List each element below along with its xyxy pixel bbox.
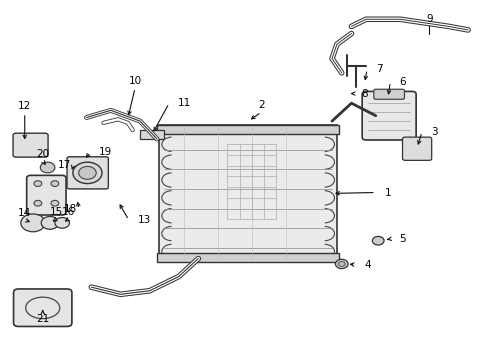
Text: 2: 2 [258,100,264,110]
FancyBboxPatch shape [14,289,72,327]
FancyBboxPatch shape [13,133,48,157]
FancyBboxPatch shape [67,157,108,189]
Bar [159,125,336,262]
Text: 12: 12 [18,101,31,111]
Text: 6: 6 [398,77,405,87]
Circle shape [34,201,41,206]
Circle shape [335,259,347,269]
FancyBboxPatch shape [27,175,66,215]
Text: 19: 19 [99,147,112,157]
Text: 18: 18 [63,204,77,214]
Bar [140,130,164,139]
Text: 16: 16 [62,207,75,217]
Text: 21: 21 [36,314,49,324]
Text: 13: 13 [137,215,150,225]
Circle shape [51,181,59,186]
FancyBboxPatch shape [373,89,404,99]
Text: 15: 15 [50,207,63,217]
Circle shape [51,201,59,206]
Text: 17: 17 [58,160,71,170]
Text: 5: 5 [398,234,405,244]
Circle shape [73,162,102,184]
Text: 4: 4 [364,260,370,270]
Text: 20: 20 [36,149,49,159]
Circle shape [40,162,55,173]
Circle shape [372,237,383,245]
FancyBboxPatch shape [402,137,431,160]
Circle shape [21,214,45,232]
Text: 1: 1 [384,188,390,198]
Text: 11: 11 [178,98,191,108]
Text: 9: 9 [425,14,432,24]
Text: 14: 14 [18,208,31,218]
Circle shape [34,181,41,186]
Circle shape [41,216,59,229]
Text: 3: 3 [430,127,436,137]
Bar [157,253,339,262]
Circle shape [79,166,96,179]
Text: 10: 10 [128,76,142,86]
Text: 8: 8 [361,89,367,99]
Circle shape [55,217,69,228]
Circle shape [338,261,345,266]
FancyBboxPatch shape [362,91,415,140]
Bar [157,125,339,134]
Text: 7: 7 [375,64,382,74]
